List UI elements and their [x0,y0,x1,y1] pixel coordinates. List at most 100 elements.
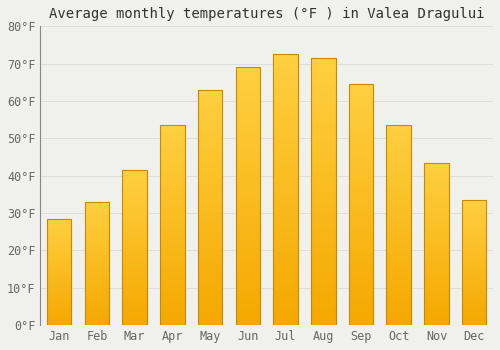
Bar [122,275,147,277]
Bar [462,259,486,261]
Bar [274,149,298,153]
Bar [236,180,260,183]
Bar [84,234,109,236]
Bar [122,194,147,195]
Bar [47,281,72,282]
Bar [311,308,336,312]
Bar [122,191,147,194]
Bar [311,302,336,305]
Bar [160,138,184,140]
Bar [198,175,222,178]
Bar [236,193,260,196]
Bar [160,270,184,273]
Bar [122,217,147,219]
Bar [462,241,486,242]
Bar [424,248,448,250]
Bar [348,99,374,102]
Bar [386,293,411,295]
Bar [386,158,411,160]
Bar [274,298,298,301]
Bar [47,296,72,297]
Bar [122,240,147,242]
Bar [424,305,448,307]
Bar [274,227,298,230]
Bar [462,248,486,250]
Bar [160,235,184,238]
Bar [311,138,336,141]
Bar [424,311,448,313]
Bar [122,257,147,259]
Bar [424,321,448,323]
Bar [424,240,448,242]
Bar [386,168,411,170]
Bar [236,93,260,96]
Bar [47,323,72,324]
Bar [274,108,298,112]
Bar [274,274,298,278]
Bar [198,128,222,131]
Bar [274,78,298,82]
Bar [311,148,336,152]
Bar [47,285,72,287]
Bar [122,199,147,201]
Bar [311,218,336,222]
Bar [122,205,147,207]
Bar [160,150,184,153]
Bar [274,95,298,98]
Bar [47,232,72,233]
Bar [198,196,222,199]
Bar [386,215,411,218]
Bar [311,279,336,282]
Bar [462,231,486,233]
Bar [386,148,411,150]
Bar [386,223,411,225]
Bar [424,301,448,303]
Bar [84,319,109,321]
Bar [160,125,184,325]
Bar [386,208,411,210]
Bar [47,261,72,262]
Bar [348,187,374,190]
Bar [84,294,109,296]
Bar [348,232,374,235]
Bar [386,213,411,215]
Bar [424,230,448,232]
Bar [160,210,184,213]
Bar [160,275,184,278]
Bar [236,77,260,80]
Bar [274,190,298,193]
Bar [122,213,147,215]
Bar [160,198,184,200]
Bar [274,207,298,210]
Bar [424,282,448,285]
Bar [122,236,147,238]
Bar [84,240,109,242]
Bar [47,264,72,265]
Bar [47,241,72,243]
Bar [386,263,411,265]
Bar [424,272,448,274]
Bar [84,282,109,284]
Bar [386,238,411,240]
Bar [311,215,336,218]
Bar [236,271,260,274]
Bar [348,166,374,169]
Bar [84,321,109,322]
Bar [122,246,147,248]
Bar [47,271,72,272]
Bar [47,273,72,275]
Bar [122,224,147,226]
Bar [122,186,147,188]
Bar [47,297,72,299]
Bar [462,281,486,283]
Bar [386,275,411,278]
Bar [84,202,109,203]
Bar [122,197,147,199]
Bar [47,259,72,260]
Bar [348,247,374,250]
Bar [424,280,448,282]
Bar [47,228,72,229]
Bar [424,287,448,289]
Bar [348,289,374,292]
Bar [47,224,72,225]
